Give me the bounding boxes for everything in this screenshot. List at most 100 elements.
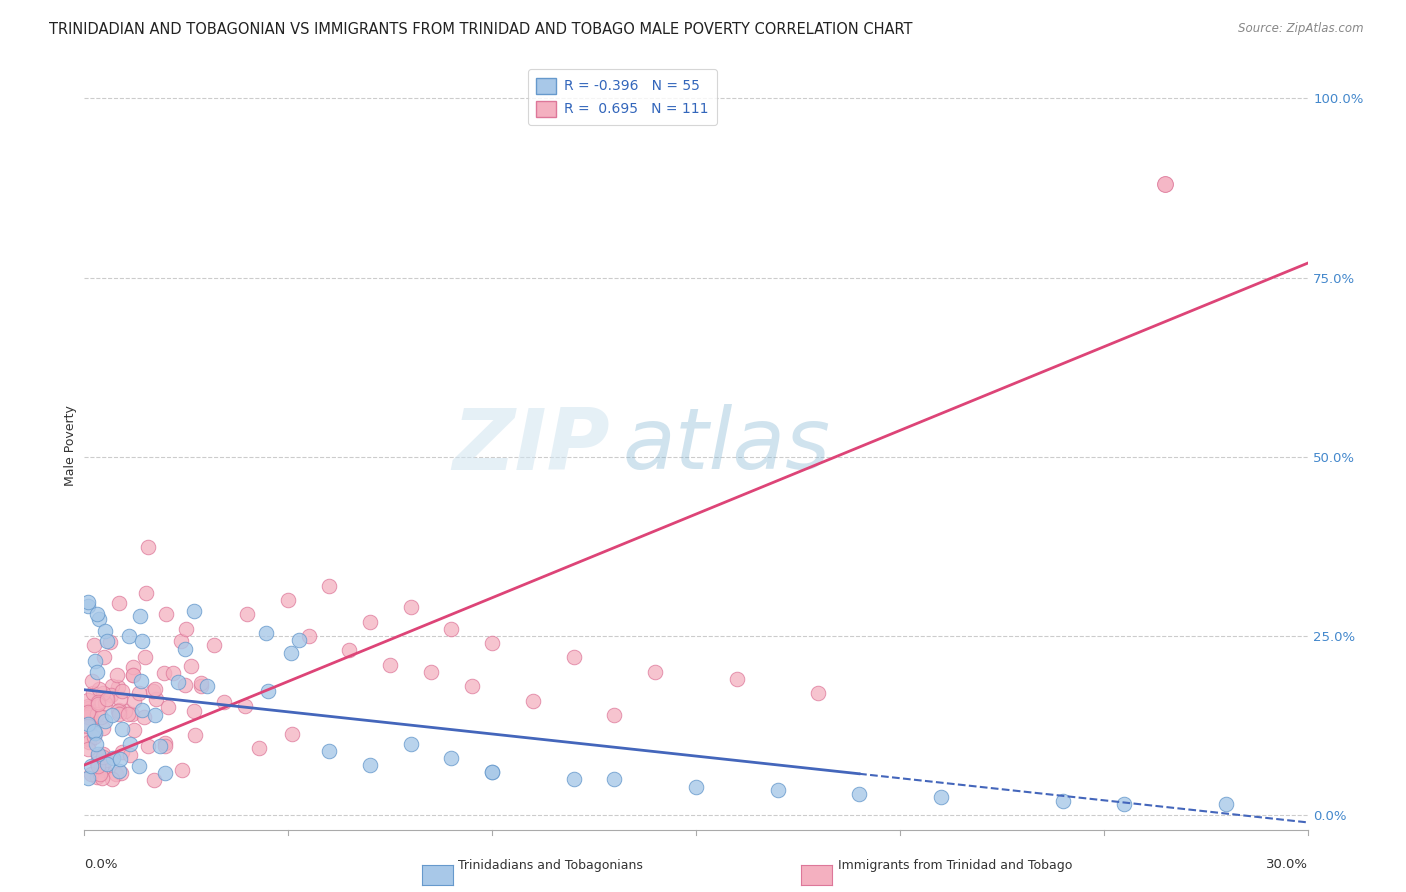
Point xyxy=(174,622,197,636)
Point xyxy=(111,684,134,698)
Point xyxy=(87,749,110,764)
Point xyxy=(254,626,277,640)
Point xyxy=(91,756,114,771)
Point xyxy=(96,753,118,767)
Point xyxy=(104,767,127,781)
Point xyxy=(87,759,110,773)
Point xyxy=(195,679,218,693)
Point xyxy=(461,679,484,693)
Point xyxy=(122,723,145,737)
Point xyxy=(83,723,105,738)
Point xyxy=(1114,797,1136,812)
Point xyxy=(83,638,105,652)
Point xyxy=(170,634,193,648)
Point xyxy=(153,736,176,750)
Text: 30.0%: 30.0% xyxy=(1265,858,1308,871)
Point xyxy=(174,641,197,656)
Point xyxy=(93,686,115,700)
Point xyxy=(79,759,101,773)
Point xyxy=(77,732,100,747)
Point xyxy=(86,756,108,770)
Point xyxy=(105,668,128,682)
Point xyxy=(108,596,131,610)
Point xyxy=(96,634,118,648)
Point xyxy=(83,654,105,668)
Point xyxy=(122,694,145,708)
Point xyxy=(277,593,299,607)
Point xyxy=(156,699,179,714)
Point xyxy=(399,737,422,751)
Point xyxy=(96,756,118,771)
Point xyxy=(481,636,503,650)
Point xyxy=(143,681,166,696)
Point xyxy=(98,635,121,649)
Point xyxy=(202,638,225,652)
Point xyxy=(562,650,585,665)
Point xyxy=(131,634,153,648)
Point xyxy=(162,666,184,681)
Point xyxy=(80,673,103,688)
Point xyxy=(128,759,150,773)
Point xyxy=(117,629,139,643)
Point xyxy=(90,710,112,724)
Point xyxy=(1215,797,1237,812)
Point xyxy=(91,750,114,764)
Text: Trinidadians and Tobagonians: Trinidadians and Tobagonians xyxy=(458,859,643,872)
Point xyxy=(100,688,122,702)
Point xyxy=(281,727,304,741)
Point xyxy=(183,604,205,618)
Point xyxy=(128,686,150,700)
Point xyxy=(114,704,136,718)
Point xyxy=(86,770,108,784)
Point xyxy=(108,692,131,706)
Y-axis label: Male Poverty: Male Poverty xyxy=(65,406,77,486)
Point xyxy=(440,751,463,765)
Point xyxy=(77,772,100,786)
Point xyxy=(142,683,165,698)
Point xyxy=(101,750,124,764)
Point xyxy=(122,660,145,674)
Point xyxy=(77,705,100,719)
Point xyxy=(214,695,236,709)
Point xyxy=(86,697,108,711)
Point xyxy=(143,708,166,723)
Point xyxy=(247,741,270,756)
Point xyxy=(77,698,100,713)
Point xyxy=(180,659,202,673)
Point xyxy=(121,706,143,721)
Point xyxy=(603,707,626,722)
Text: Immigrants from Trinidad and Tobago: Immigrants from Trinidad and Tobago xyxy=(838,859,1073,872)
Point xyxy=(120,747,142,762)
Point xyxy=(77,710,100,724)
Point xyxy=(522,693,544,707)
Point xyxy=(766,783,789,797)
Point xyxy=(257,683,280,698)
Point xyxy=(644,665,666,679)
Point xyxy=(96,691,118,706)
Point xyxy=(399,600,422,615)
Point xyxy=(184,728,207,742)
Point xyxy=(79,766,101,780)
Point xyxy=(110,722,132,736)
Point xyxy=(90,760,112,774)
Point xyxy=(685,780,707,794)
Point xyxy=(93,650,115,665)
Point xyxy=(170,763,193,777)
Point xyxy=(83,726,105,740)
Point xyxy=(280,646,302,660)
Point xyxy=(91,721,114,735)
Point xyxy=(190,676,212,690)
Point xyxy=(138,739,160,753)
Point xyxy=(122,668,145,682)
Point xyxy=(380,657,402,672)
Point xyxy=(94,714,117,728)
Point xyxy=(77,742,100,756)
Point xyxy=(153,739,176,754)
Point xyxy=(87,612,110,626)
Point xyxy=(233,699,256,714)
Point xyxy=(117,707,139,722)
Point xyxy=(93,696,115,710)
Point xyxy=(481,765,503,780)
Point xyxy=(132,709,155,723)
Point xyxy=(100,680,122,694)
